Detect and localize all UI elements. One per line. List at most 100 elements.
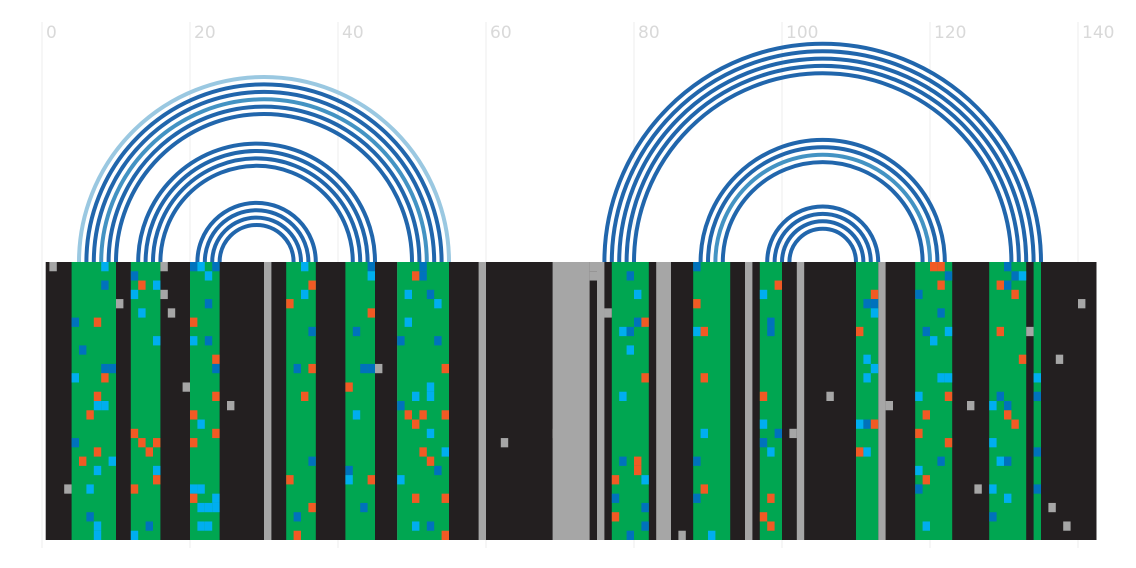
arc bbox=[210, 215, 303, 263]
track-cell bbox=[885, 401, 893, 411]
track-cell bbox=[397, 401, 405, 411]
track-cell bbox=[93, 447, 102, 457]
track-cell bbox=[293, 530, 301, 540]
track-cell bbox=[308, 502, 316, 513]
track-cell bbox=[634, 289, 642, 300]
arc bbox=[698, 137, 947, 263]
track-cell bbox=[597, 308, 605, 318]
track-cell bbox=[345, 475, 353, 485]
track-cell bbox=[367, 475, 375, 485]
track-cell bbox=[212, 493, 220, 503]
track-cell bbox=[86, 484, 94, 494]
track-cell bbox=[308, 456, 316, 466]
track-cell bbox=[86, 512, 94, 522]
track-cell bbox=[767, 326, 775, 337]
track-cell bbox=[426, 456, 435, 466]
track-cell bbox=[641, 373, 649, 383]
track-cell bbox=[626, 530, 634, 540]
track-cell bbox=[634, 465, 642, 476]
track-cell bbox=[293, 512, 301, 522]
track-cell bbox=[301, 391, 309, 401]
arc bbox=[217, 223, 296, 263]
track-cell bbox=[974, 484, 982, 494]
track-cell bbox=[397, 336, 405, 346]
track-cell bbox=[345, 465, 353, 476]
green-band bbox=[130, 262, 161, 540]
track-cell bbox=[641, 502, 649, 513]
x-tick-label: 40 bbox=[342, 23, 364, 43]
track-cell bbox=[789, 428, 797, 439]
track-cell bbox=[167, 308, 176, 318]
track-cell bbox=[759, 438, 768, 448]
track-cell bbox=[419, 271, 427, 281]
track-cell bbox=[286, 299, 294, 309]
track-cell bbox=[93, 317, 102, 327]
track-cell bbox=[101, 280, 109, 290]
track-cell bbox=[856, 419, 864, 429]
track-cell bbox=[915, 391, 923, 401]
track-cell bbox=[412, 419, 420, 429]
arc bbox=[114, 112, 414, 263]
track-cell bbox=[153, 280, 161, 290]
track-cell bbox=[989, 438, 997, 448]
track-cell bbox=[197, 262, 205, 272]
track-cell bbox=[412, 493, 420, 503]
track-cell bbox=[308, 326, 316, 337]
gray-band bbox=[552, 262, 590, 540]
track-cell bbox=[611, 475, 620, 485]
gray-band bbox=[264, 262, 272, 540]
track-cell bbox=[989, 512, 997, 522]
track-cell bbox=[352, 326, 361, 337]
track-cell bbox=[308, 280, 316, 290]
arc bbox=[91, 89, 437, 263]
track-cell bbox=[937, 456, 945, 466]
x-tick-label: 100 bbox=[786, 23, 818, 43]
track-cell bbox=[641, 317, 649, 327]
track-cell bbox=[863, 419, 871, 429]
track-cell bbox=[93, 401, 102, 411]
track-cell bbox=[108, 363, 116, 374]
track-cell bbox=[1078, 299, 1086, 309]
track-cell bbox=[693, 326, 701, 337]
track-cell bbox=[870, 419, 879, 429]
sequence-track bbox=[45, 262, 1097, 540]
gray-band bbox=[656, 262, 671, 540]
track-cell bbox=[700, 326, 708, 337]
track-cell bbox=[197, 521, 205, 531]
track-cell bbox=[182, 382, 190, 392]
track-cell bbox=[678, 530, 686, 540]
arc bbox=[617, 56, 1029, 263]
track-cell bbox=[693, 493, 701, 503]
track-cell bbox=[426, 289, 435, 300]
track-cell bbox=[190, 484, 198, 494]
track-cell bbox=[160, 289, 168, 300]
track-cell bbox=[863, 447, 871, 457]
track-cell bbox=[130, 289, 139, 300]
track-cell bbox=[101, 262, 109, 272]
track-cell bbox=[1018, 354, 1027, 364]
track-cell bbox=[116, 299, 124, 309]
track-cell bbox=[204, 271, 213, 281]
track-cell bbox=[93, 530, 102, 540]
track-cell bbox=[774, 428, 782, 439]
track-cell bbox=[863, 299, 871, 309]
track-cell bbox=[101, 363, 109, 374]
arc bbox=[713, 152, 932, 263]
track-cell bbox=[64, 484, 72, 494]
track-cell bbox=[774, 280, 782, 290]
x-axis-ticks: 0 20 40 60 80 100 120 140 bbox=[46, 23, 1114, 43]
green-band bbox=[759, 262, 782, 540]
track-cell bbox=[293, 363, 301, 374]
arc bbox=[765, 204, 881, 263]
track-cell bbox=[922, 475, 930, 485]
track-cell bbox=[767, 493, 775, 503]
track-cell bbox=[996, 326, 1004, 337]
track-cell bbox=[397, 475, 405, 485]
gray-band bbox=[878, 262, 886, 540]
arc bbox=[143, 149, 370, 263]
track-cell bbox=[693, 299, 701, 309]
track-cell bbox=[1011, 419, 1019, 429]
track-cell bbox=[870, 308, 879, 318]
track-cell bbox=[915, 428, 923, 439]
